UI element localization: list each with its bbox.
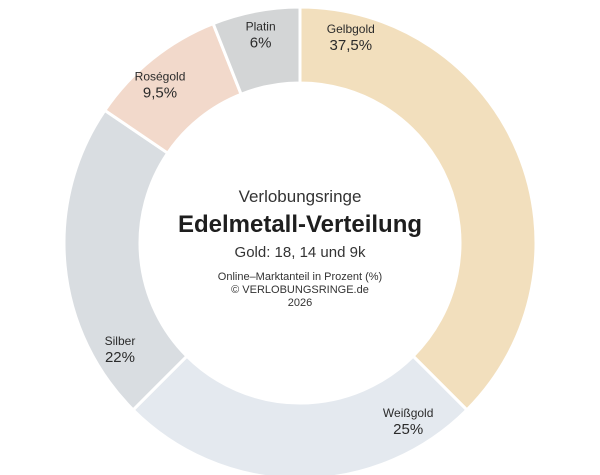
- slice-label-platin: Platin: [246, 20, 276, 34]
- slice-value-silber: 22%: [105, 349, 135, 366]
- slice-platin: [211, 5, 302, 97]
- center-text: Verlobungsringe Edelmetall-Verteilung Go…: [150, 187, 450, 310]
- chart-caption: Online–Marktanteil in Prozent (%): [217, 271, 383, 283]
- slice-silber: [62, 108, 189, 412]
- slice-value-rosegold: 9,5%: [143, 84, 177, 101]
- slice-label-silber: Silber: [105, 334, 136, 348]
- slice-label-rosegold: Roségold: [135, 69, 186, 83]
- slice-value-gelbgold: 37,5%: [330, 37, 373, 54]
- slice-weissgold: [131, 354, 469, 475]
- chart-year: 2026: [287, 297, 313, 309]
- chart-title: Edelmetall-Verteilung: [177, 211, 423, 238]
- slice-label-gelbgold: Gelbgold: [327, 22, 375, 36]
- chart-detail: Gold: 18, 14 und 9k: [234, 244, 366, 261]
- chart-subtitle: Verlobungsringe: [238, 187, 362, 206]
- chart-copyright: © VERLOBUNGSRINGE.de: [231, 284, 369, 296]
- slice-label-weissgold: Weißgold: [383, 406, 433, 420]
- slice-value-platin: 6%: [250, 35, 272, 52]
- slice-gelbgold: [298, 5, 538, 412]
- slice-value-weissgold: 25%: [393, 421, 423, 438]
